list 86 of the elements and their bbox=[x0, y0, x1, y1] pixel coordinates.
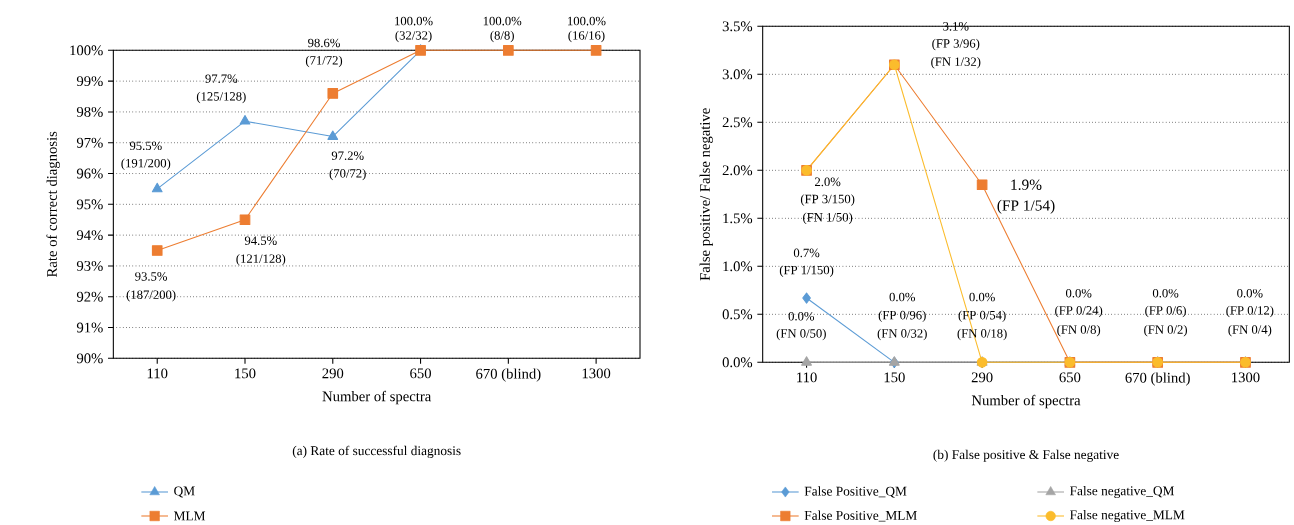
annotation: 0.0% bbox=[889, 292, 916, 302]
annotation: (FN 1/32) bbox=[931, 57, 981, 69]
y-tick-label: 93% bbox=[76, 260, 103, 271]
annotation: (FP 3/96) bbox=[932, 38, 980, 51]
y-tick-label: 0.5% bbox=[722, 309, 753, 320]
annotation: 93.5% bbox=[135, 272, 168, 281]
y-tick-label: 98% bbox=[76, 106, 103, 117]
y-tick-label: 96% bbox=[76, 168, 103, 179]
annotation: (FN 0/18) bbox=[957, 328, 1007, 341]
legend-label: False Positive_MLM bbox=[804, 510, 917, 522]
annotation: (FN 0/32) bbox=[877, 328, 927, 341]
y-axis-title: False positive/ False negative bbox=[699, 108, 713, 281]
annotation: (191/200) bbox=[121, 158, 171, 171]
annotation: (FP 1/150) bbox=[779, 265, 834, 277]
x-tick-label: 1300 bbox=[1232, 372, 1260, 383]
annotation: (187/200) bbox=[126, 290, 176, 302]
y-tick-label: 91% bbox=[76, 322, 103, 333]
y-tick-label: 3.0% bbox=[722, 69, 753, 80]
annotation: (125/128) bbox=[196, 91, 246, 104]
text: (16/16) bbox=[568, 30, 605, 43]
annotation: 0.0% bbox=[969, 292, 995, 302]
annotation: 0.0% bbox=[1152, 288, 1179, 298]
x-tick-label: 650 bbox=[1059, 372, 1081, 383]
x-tick-label: 670 (blind) bbox=[1125, 372, 1190, 386]
annotation: 95.5% bbox=[129, 141, 162, 151]
annotation: 0.0% bbox=[788, 311, 815, 321]
text: 98.6% bbox=[308, 38, 340, 48]
legend-label: QM bbox=[174, 486, 195, 498]
text: (b) False positive & False negative bbox=[933, 449, 1119, 462]
annotation: 2.0% bbox=[815, 177, 841, 187]
annotation: (FP 0/96) bbox=[878, 310, 926, 322]
text: (8/8) bbox=[490, 30, 514, 43]
legend-label: False negative_QM bbox=[1069, 485, 1175, 499]
y-tick-label: 1.5% bbox=[723, 213, 753, 224]
y-tick-label: 92% bbox=[76, 291, 103, 302]
y-tick-label: 95% bbox=[76, 199, 103, 210]
annotation: (FP 0/6) bbox=[1145, 305, 1186, 318]
annotation: 1.9% bbox=[1011, 179, 1042, 190]
y-tick-label: 90% bbox=[76, 353, 103, 364]
text: (32/32) bbox=[395, 30, 432, 43]
annotation: (FP 3/150) bbox=[800, 194, 855, 206]
text: 100.0% bbox=[568, 16, 606, 26]
x-tick-label: 670 (blind) bbox=[476, 368, 541, 382]
y-tick-label: 2.0% bbox=[722, 165, 753, 176]
annotation: (FN 0/2) bbox=[1144, 324, 1188, 337]
legend-label: MLM bbox=[173, 511, 206, 521]
legend-label: False negative_MLM bbox=[1069, 509, 1185, 523]
annotation: 0.7% bbox=[793, 248, 820, 258]
annotation: 97.7% bbox=[205, 74, 238, 83]
y-tick-label: 97% bbox=[76, 137, 103, 148]
y-tick-label: 2.5% bbox=[722, 117, 753, 128]
annotation: (FN 1/50) bbox=[803, 212, 853, 225]
text: (a) Rate of successful diagnosis bbox=[292, 445, 461, 458]
annotation: (71/72) bbox=[305, 55, 343, 68]
x-tick-label: 290 bbox=[322, 368, 344, 379]
text: 100.0% bbox=[483, 16, 522, 26]
x-tick-label: 290 bbox=[971, 372, 993, 383]
y-axis-title: Rate of correct diagnosis bbox=[46, 131, 60, 278]
x-axis-title: Number of spectra bbox=[971, 394, 1081, 409]
x-tick-label: 110 bbox=[797, 372, 817, 383]
x-tick-label: 650 bbox=[410, 368, 431, 379]
annotation: 94.5% bbox=[244, 236, 277, 245]
annotation: (FN 0/4) bbox=[1228, 324, 1272, 337]
annotation: (121/128) bbox=[236, 254, 286, 266]
x-axis-title: Number of spectra bbox=[322, 390, 432, 405]
annotation: (FP 0/12) bbox=[1226, 305, 1274, 318]
x-tick-label: 110 bbox=[147, 368, 168, 379]
annotation: 97.2% bbox=[331, 151, 364, 160]
annotation: (FP 0/24) bbox=[1055, 305, 1103, 318]
y-tick-label: 100% bbox=[70, 45, 103, 56]
y-tick-label: 99% bbox=[76, 76, 103, 87]
annotation: (FN 0/8) bbox=[1057, 324, 1101, 337]
annotation: (FN 0/50) bbox=[776, 328, 826, 341]
annotation: 0.0% bbox=[1065, 288, 1092, 298]
text: 100.0% bbox=[395, 16, 433, 26]
legend-label: False Positive_QM bbox=[804, 486, 907, 498]
y-tick-label: 1.0% bbox=[723, 261, 753, 272]
annotation: (70/72) bbox=[329, 168, 366, 181]
x-tick-label: 150 bbox=[235, 368, 256, 379]
y-tick-label: 0.0% bbox=[722, 357, 753, 368]
annotation: (FP 1/54) bbox=[997, 199, 1055, 214]
annotation: 0.0% bbox=[1237, 288, 1263, 298]
y-tick-label: 94% bbox=[76, 230, 103, 241]
x-tick-label: 150 bbox=[884, 372, 905, 383]
y-tick-label: 3.5% bbox=[722, 21, 753, 32]
x-tick-label: 1300 bbox=[582, 368, 611, 379]
